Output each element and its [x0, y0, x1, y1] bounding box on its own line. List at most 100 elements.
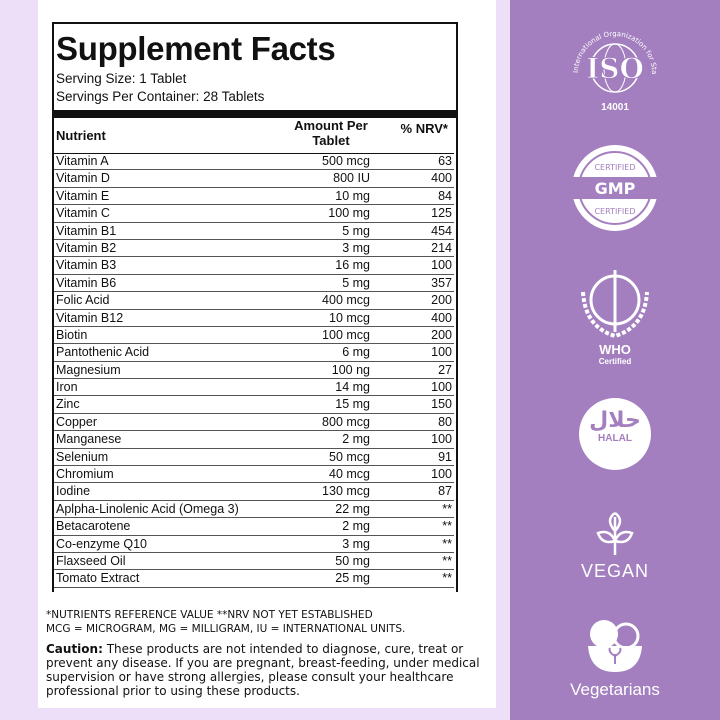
gmp-badge: GMP CERTIFIED CERTIFIED — [510, 142, 720, 238]
page-title: Supplement Facts — [56, 30, 336, 67]
footnote-units: MCG = MICROGRAM, MG = MILLIGRAM, IU = IN… — [46, 623, 406, 635]
servings-per-container: Servings Per Container: 28 Tablets — [56, 89, 265, 104]
amount: 40 mcg — [329, 467, 370, 482]
header-amount: Amount Per Tablet — [294, 118, 368, 148]
nutrient-name: Copper — [56, 414, 97, 429]
table-row: Manganese 2 mg 100 — [54, 431, 454, 449]
table-row: Vitamin B3 16 mg 100 — [54, 257, 454, 275]
nutrient-name: Co-enzyme Q10 — [56, 536, 148, 551]
amount: 22 mg — [335, 501, 370, 516]
caution-label: Caution: — [46, 642, 103, 656]
nutrient-name: Vitamin B3 — [56, 258, 117, 273]
table-row: Copper 800 mcg 80 — [54, 414, 454, 432]
svg-text:GMP: GMP — [595, 179, 636, 198]
nrv-value: 400 — [431, 171, 452, 186]
vegan-badge: VEGAN — [510, 505, 720, 582]
nrv-value: ** — [442, 501, 452, 516]
table-row: Pantothenic Acid 6 mg 100 — [54, 344, 454, 362]
who-label: WHO — [599, 342, 631, 357]
nrv-value: 454 — [431, 223, 452, 238]
nutrient-name: Vitamin E — [56, 188, 110, 203]
amount: 15 mg — [335, 397, 370, 412]
amount: 2 mg — [342, 432, 370, 447]
nrv-value: 357 — [431, 275, 452, 290]
table-row: Vitamin B6 5 mg 357 — [54, 275, 454, 293]
nrv-value: 91 — [438, 449, 452, 464]
nutrient-name: Vitamin B1 — [56, 223, 117, 238]
table-row: Vitamin B1 5 mg 454 — [54, 223, 454, 240]
amount: 25 mg — [335, 571, 370, 586]
nutrient-table: Vitamin A 500 mcg 63 Vitamin D 800 IU 400 Vita… — [54, 153, 454, 588]
nutrient-name: Chromium — [56, 467, 114, 482]
table-row: Vitamin B2 3 mg 214 — [54, 240, 454, 258]
table-row: Vitamin B12 10 mcg 400 — [54, 310, 454, 327]
svg-text:CERTIFIED: CERTIFIED — [594, 207, 635, 216]
amount: 5 mg — [342, 275, 370, 290]
nutrient-name: Vitamin D — [56, 171, 110, 186]
facts-border — [52, 22, 458, 592]
divider — [52, 110, 458, 118]
nrv-value: 214 — [431, 240, 452, 255]
amount: 400 mcg — [322, 293, 370, 308]
nutrient-name: Folic Acid — [56, 293, 110, 308]
nutrient-name: Tomato Extract — [56, 571, 140, 586]
header-nutrient: Nutrient — [56, 128, 106, 143]
nrv-value: 63 — [438, 154, 452, 168]
nutrient-name: Biotin — [56, 327, 88, 342]
halal-arabic: حلال — [589, 408, 641, 433]
amount: 5 mg — [342, 223, 370, 238]
leaf-icon — [596, 511, 634, 555]
nutrient-name: Iodine — [56, 484, 91, 499]
amount: 6 mg — [342, 345, 370, 360]
iso-globe-icon: International Organization for Standardi… — [568, 12, 658, 93]
nutrient-name: Vitamin B2 — [56, 240, 117, 255]
halal-badge: حلال HALAL — [510, 398, 720, 470]
table-row: Selenium 50 mcg 91 — [54, 449, 454, 467]
nutrient-name: Iron — [56, 380, 78, 395]
footnotes: *NUTRIENTS REFERENCE VALUE **NRV NOT YET… — [46, 608, 486, 636]
amount: 50 mcg — [329, 449, 370, 464]
amount: 800 mcg — [322, 414, 370, 429]
nrv-value: 200 — [431, 293, 452, 308]
nrv-value: ** — [442, 571, 452, 586]
nutrient-name: Vitamin B6 — [56, 275, 117, 290]
table-row: Flaxseed Oil 50 mg ** — [54, 553, 454, 571]
certification-panel: International Organization for Standardi… — [510, 0, 720, 720]
nutrient-name: Magnesium — [56, 362, 121, 377]
amount: 500 mcg — [322, 154, 370, 168]
table-row: Iodine 130 mcg 87 — [54, 483, 454, 501]
amount: 3 mg — [342, 240, 370, 255]
table-row: Biotin 100 mcg 200 — [54, 327, 454, 345]
nutrient-name: Selenium — [56, 449, 109, 464]
vegetarian-badge: Vegetarians — [510, 612, 720, 700]
table-row: Aplpha-Linolenic Acid (Omega 3) 22 mg ** — [54, 501, 454, 519]
amount: 14 mg — [335, 380, 370, 395]
who-emblem-icon — [581, 270, 649, 339]
amount: 100 mcg — [322, 327, 370, 342]
table-row: Vitamin A 500 mcg 63 — [54, 153, 454, 171]
amount: 10 mcg — [329, 310, 370, 325]
amount: 50 mg — [335, 553, 370, 568]
who-badge: WHO Certified — [510, 262, 720, 366]
caution-text: Caution: These products are not intended… — [46, 642, 491, 698]
nutrient-name: Manganese — [56, 432, 122, 447]
nutrient-name: Aplpha-Linolenic Acid (Omega 3) — [56, 501, 239, 516]
nrv-value: 100 — [431, 380, 452, 395]
amount: 16 mg — [335, 258, 370, 273]
nrv-value: 100 — [431, 432, 452, 447]
table-row: Iron 14 mg 100 — [54, 379, 454, 397]
divider — [54, 153, 454, 154]
nrv-value: ** — [442, 536, 452, 551]
table-row: Co-enzyme Q10 3 mg ** — [54, 536, 454, 553]
iso-badge: International Organization for Standardi… — [510, 12, 720, 113]
table-row: Magnesium 100 ng 27 — [54, 362, 454, 380]
table-row: Vitamin E 10 mg 84 — [54, 188, 454, 206]
amount: 800 IU — [333, 171, 370, 186]
header-nrv: % NRV* — [400, 121, 448, 136]
nrv-value: ** — [442, 553, 452, 568]
iso-number: 14001 — [601, 102, 629, 113]
nrv-value: 27 — [438, 362, 452, 377]
nrv-value: ** — [442, 519, 452, 534]
amount: 100 mg — [328, 206, 370, 221]
who-sub: Certified — [598, 357, 632, 366]
